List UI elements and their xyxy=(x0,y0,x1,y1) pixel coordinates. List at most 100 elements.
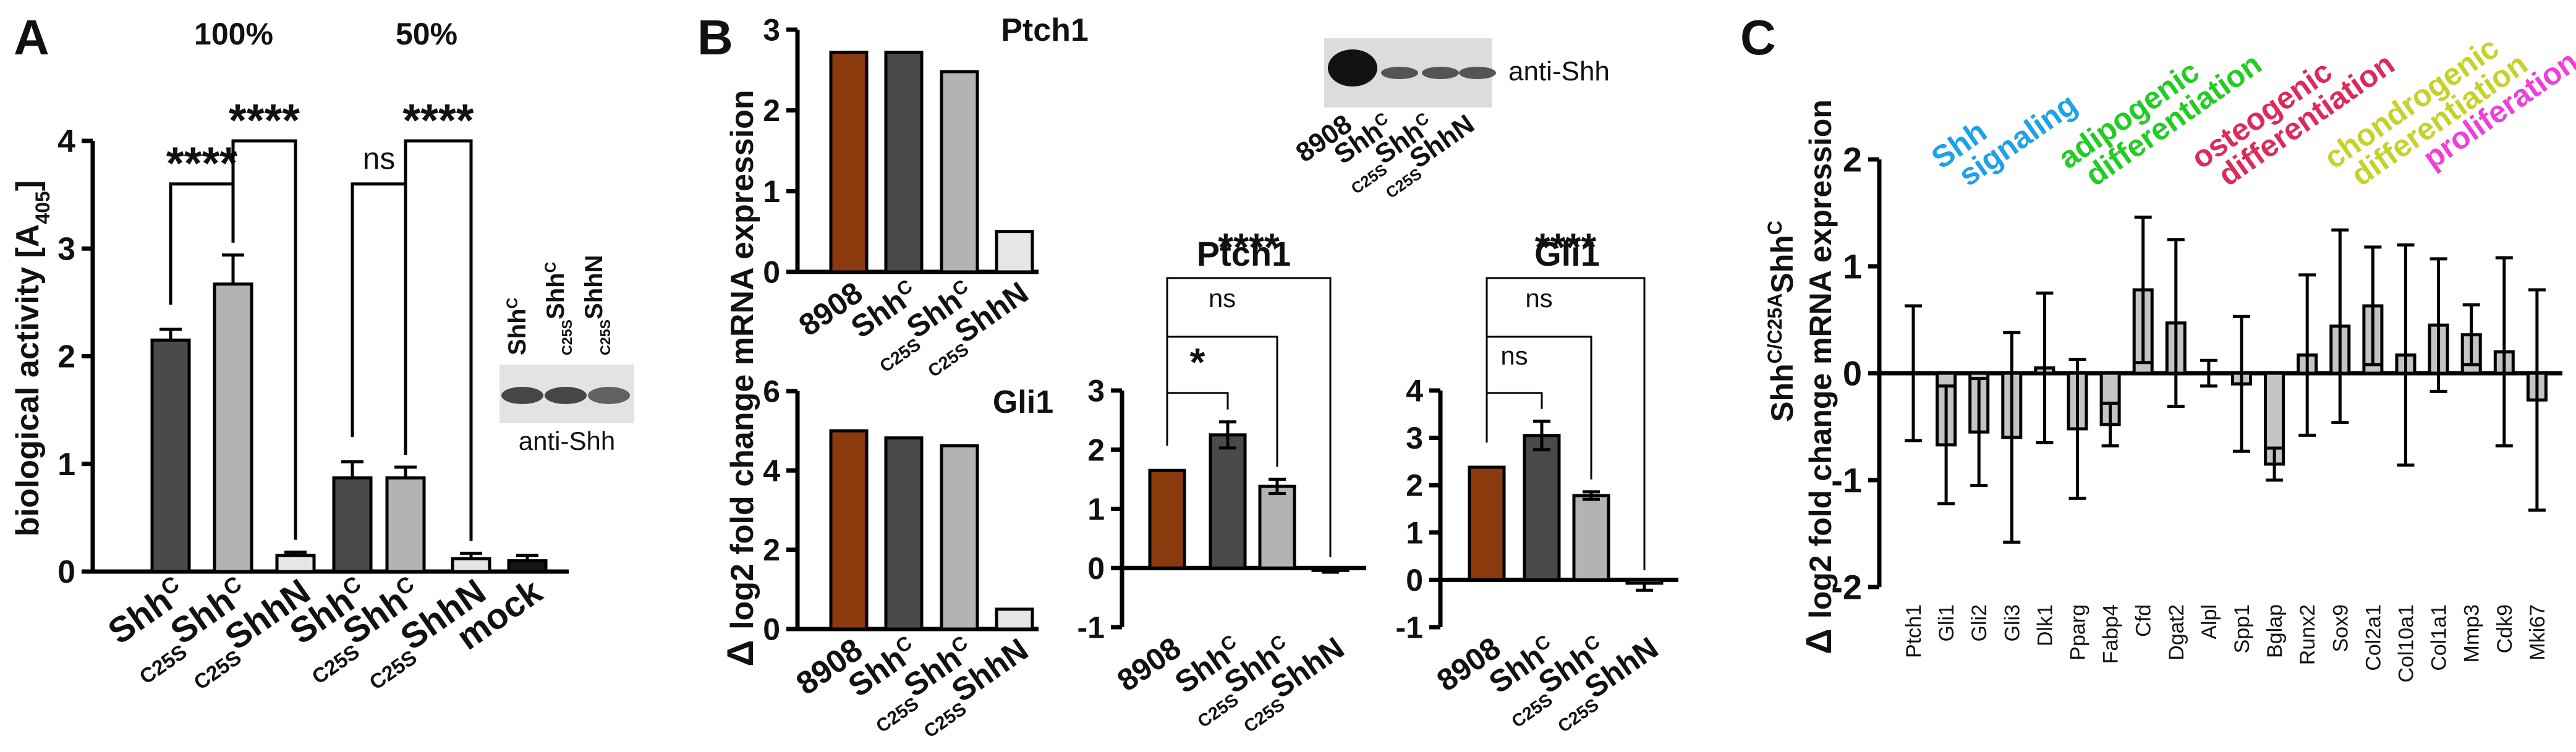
c-y-axis-label-main: log2 fold change mRNA expression xyxy=(1803,99,1838,619)
b-gli1-top-y-tick-label: 2 xyxy=(763,533,780,567)
b-ptch1-top-title: Ptch1 xyxy=(1001,12,1089,48)
category-label-name: ShhN xyxy=(580,255,608,319)
c-x-tick-label: Fabp4 xyxy=(2099,604,2123,664)
a-group-label: 100% xyxy=(194,17,273,51)
b-ptch1-top-y-tick-label: 1 xyxy=(763,174,780,209)
b-ptch1-top-bar xyxy=(884,51,924,274)
b-gli1-top-y-tick-label: 0 xyxy=(763,612,780,647)
c-x-tick-label: Col1a1 xyxy=(2428,604,2451,671)
category-label-name: Shh xyxy=(542,272,569,319)
b-gli1-y-tick-label: 1 xyxy=(1406,515,1423,550)
b-ptch1-bar xyxy=(1258,484,1296,570)
c-y-axis-label-part: Shh xyxy=(1765,235,1800,293)
c-x-tick-label: Cfd xyxy=(2132,604,2156,637)
b-gli1-top-y-tick-label: 6 xyxy=(763,374,780,409)
b-ptch1-y-tick-label: 1 xyxy=(1087,492,1105,526)
c-y-axis-label-part: Shh xyxy=(1765,363,1800,421)
panel-letter: C xyxy=(1740,10,1776,65)
a-y-axis-label: biological activity [A405] xyxy=(10,180,54,536)
a-blot-band xyxy=(588,387,630,404)
a-y-tick-label: 3 xyxy=(57,231,75,267)
c-y-tick-label: 2 xyxy=(1843,140,1862,179)
c-x-tick-label: Sox9 xyxy=(2329,604,2352,653)
a-blot-caption: anti-Shh xyxy=(519,426,615,455)
c-x-tick-label: Cdk9 xyxy=(2493,604,2517,653)
a-bar xyxy=(385,476,426,573)
b-ptch1-significance-bracket xyxy=(1166,277,1332,557)
b-gli1-significance-bracket xyxy=(1486,277,1646,570)
b-ptch1-top-y-tick-label: 0 xyxy=(763,255,780,290)
a-y-tick-label: 1 xyxy=(57,447,75,483)
category-label-prefix: C25S xyxy=(559,319,575,355)
b-gli1-top-y-tick-label: 4 xyxy=(763,454,780,488)
b-blot-band xyxy=(1328,49,1377,87)
b-blot-band xyxy=(1381,67,1418,79)
b-y-axis-label: Δ log2 fold change mRNA expression xyxy=(720,90,761,666)
b-ptch1-significance-label: **** xyxy=(1218,225,1280,269)
c-y-axis-label: Δ log2 fold change mRNA expression xyxy=(1799,99,1839,654)
b-ptch1-top-bar xyxy=(829,51,869,274)
a-significance-label: ns xyxy=(363,142,396,176)
a-y-axis-label-sub: 405 xyxy=(32,191,54,224)
c-y-axis-label-delta: Δ xyxy=(1799,619,1839,654)
c-y-tick-label: 0 xyxy=(1843,354,1862,393)
c-x-tick-label: Col2a1 xyxy=(2361,604,2385,671)
a-bar xyxy=(213,282,253,573)
b-gli1-top-title: Gli1 xyxy=(993,384,1053,420)
c-x-tick-label: Mki67 xyxy=(2526,604,2549,661)
b-gli1-top-bar xyxy=(829,429,869,631)
b-gli1-y-tick-label: -1 xyxy=(1396,610,1423,645)
a-bar xyxy=(332,476,373,573)
c-x-tick-label: Ptch1 xyxy=(1902,604,1926,658)
c-x-tick-label: Dlk1 xyxy=(2033,604,2057,646)
a-significance-bracket xyxy=(404,139,473,541)
a-bar xyxy=(150,338,191,573)
category-label-superscript: C xyxy=(543,261,559,272)
b-blot-band xyxy=(1459,67,1496,79)
b-gli1-y-tick-label: 3 xyxy=(1406,421,1423,455)
c-x-tick-label: Mmp3 xyxy=(2460,604,2484,662)
b-gli1-top-bar xyxy=(940,444,979,631)
category-label-superscript: C xyxy=(504,297,521,308)
a-blot-band xyxy=(501,387,543,404)
b-gli1-y-tick-label: 4 xyxy=(1406,374,1423,408)
b-ptch1-x-tick-label: 8908 xyxy=(1111,630,1187,698)
b-ptch1-top-bar xyxy=(940,70,979,274)
c-y-axis-label-part: / xyxy=(1764,344,1786,349)
c-x-tick-label: Gli2 xyxy=(1968,604,1991,641)
a-significance-label: **** xyxy=(166,138,237,189)
b-ptch1-significance-label: ns xyxy=(1209,284,1236,313)
b-gli1-bar xyxy=(1625,578,1664,585)
b-gli1-bar xyxy=(1572,494,1610,581)
b-ptch1-title: Ptch1 xyxy=(1197,234,1291,273)
c-y-tick-label: -2 xyxy=(1831,568,1862,607)
b-blot-caption: anti-Shh xyxy=(1508,56,1610,87)
a-blot-lane-label: C25SShhC xyxy=(542,261,575,355)
a-group-label: 50% xyxy=(396,17,457,51)
a-significance-bracket xyxy=(351,182,407,455)
b-ptch1-top-y-tick-label: 3 xyxy=(763,13,780,48)
panel-letter: A xyxy=(14,10,49,65)
c-y-axis-label-part: C25A xyxy=(1764,294,1786,344)
a-bar xyxy=(451,557,491,573)
b-ptch1-y-tick-label: 3 xyxy=(1087,374,1105,408)
c-y-axis-label-top: ShhC/C25AShhC xyxy=(1764,221,1800,422)
b-y-axis-label-main: log2 fold change mRNA expression xyxy=(725,90,760,630)
c-x-tick-label: Col10a1 xyxy=(2395,604,2418,683)
b-gli1-bar xyxy=(1468,465,1506,581)
b-gli1-significance-label: ns xyxy=(1525,284,1552,313)
c-y-tick-label: -1 xyxy=(1831,461,1862,500)
b-y-axis-label-delta: Δ xyxy=(720,630,761,667)
c-x-tick-label: Spp1 xyxy=(2230,604,2254,653)
a-y-tick-label: 0 xyxy=(57,554,75,590)
b-gli1-top-bar xyxy=(995,607,1034,631)
a-y-axis-label-end: ] xyxy=(10,180,46,191)
b-ptch1-bar xyxy=(1148,468,1186,570)
category-label-prefix: C25S xyxy=(597,319,613,355)
c-y-axis-label-part: C xyxy=(1764,221,1786,235)
b-ptch1-y-tick-label: 2 xyxy=(1087,433,1105,467)
a-bar xyxy=(275,554,316,573)
